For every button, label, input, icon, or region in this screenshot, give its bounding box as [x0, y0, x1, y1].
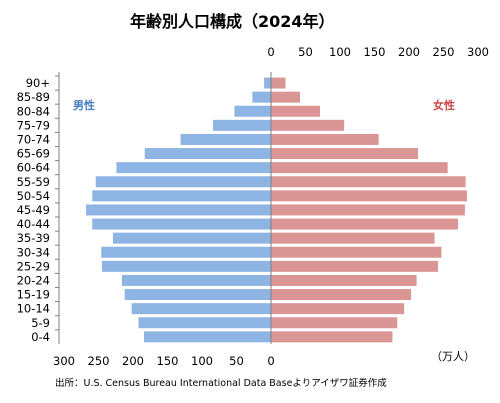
male-bar-65-69 [144, 148, 271, 160]
female-bar-10-14 [271, 303, 405, 315]
male-bar-5-9 [138, 317, 271, 329]
top-tick-150: 150 [364, 45, 386, 59]
bars [86, 77, 467, 343]
female-bar-85-89 [271, 91, 300, 103]
male-bar-70-74 [180, 133, 271, 145]
source-note: 出所：U.S. Census Bureau International Data… [55, 377, 387, 389]
top-tick-250: 250 [433, 45, 455, 59]
male-bar-15-19 [124, 289, 271, 301]
bottom-tick-0: 0 [267, 354, 274, 368]
female-bar-15-19 [271, 289, 412, 301]
top-tick-50: 50 [298, 45, 313, 59]
top-tick-0: 0 [267, 45, 274, 59]
female-bar-50-54 [271, 190, 467, 202]
male-bar-35-39 [112, 232, 272, 244]
male-bar-30-34 [101, 246, 271, 258]
age-label-45-49: 45-49 [17, 203, 50, 217]
female-bar-70-74 [271, 133, 379, 145]
age-label-35-39: 35-39 [17, 231, 50, 245]
male-bar-80-84 [234, 105, 271, 117]
female-bar-80-84 [271, 105, 320, 117]
male-bar-85-89 [252, 91, 271, 103]
male-bar-40-44 [92, 218, 271, 230]
male-bar-90+ [264, 77, 271, 89]
top-tick-200: 200 [398, 45, 420, 59]
bottom-tick-100: 100 [191, 354, 213, 368]
male-bar-75-79 [213, 119, 271, 131]
age-label-30-34: 30-34 [17, 245, 50, 259]
legend-female: 女性 [433, 98, 455, 112]
top-axis-ticks: 0 50 100 150 200 250 300 [267, 45, 489, 59]
female-bar-75-79 [271, 119, 345, 131]
male-bar-20-24 [121, 274, 272, 286]
bottom-tick-200: 200 [122, 354, 144, 368]
age-label-20-24: 20-24 [17, 273, 50, 287]
male-bar-25-29 [101, 260, 271, 272]
female-bar-45-49 [271, 204, 465, 216]
age-label-55-59: 55-59 [17, 175, 50, 189]
male-bar-10-14 [131, 303, 271, 315]
female-bar-90+ [271, 77, 286, 89]
age-labels: 90+85-8980-8475-7970-7465-6960-6455-5950… [17, 75, 59, 344]
age-label-70-74: 70-74 [17, 132, 50, 146]
female-bar-20-24 [271, 274, 417, 286]
chart-title: 年齢別人口構成（2024年） [130, 12, 335, 31]
top-tick-100: 100 [329, 45, 351, 59]
male-bar-60-64 [116, 162, 271, 174]
age-label-10-14: 10-14 [17, 302, 50, 316]
male-bar-0-4 [144, 331, 271, 343]
age-label-40-44: 40-44 [17, 217, 50, 231]
age-label-75-79: 75-79 [17, 118, 50, 132]
top-tick-300: 300 [467, 45, 489, 59]
bottom-axis-ticks: 300 250 200 150 100 50 0 [53, 354, 275, 368]
age-label-25-29: 25-29 [17, 259, 50, 273]
age-label-0-4: 0-4 [31, 330, 50, 344]
bottom-tick-300: 300 [53, 354, 75, 368]
female-bar-25-29 [271, 260, 438, 272]
bottom-tick-150: 150 [157, 354, 179, 368]
age-label-90+: 90+ [26, 76, 50, 90]
female-bar-5-9 [271, 317, 398, 329]
female-bar-65-69 [271, 148, 418, 160]
bottom-tick-250: 250 [88, 354, 110, 368]
age-label-15-19: 15-19 [17, 288, 50, 302]
unit-label: （万人） [431, 350, 475, 363]
age-label-85-89: 85-89 [17, 90, 50, 104]
female-bar-35-39 [271, 232, 435, 244]
female-bar-0-4 [271, 331, 393, 343]
bottom-tick-50: 50 [229, 354, 244, 368]
age-label-80-84: 80-84 [17, 104, 50, 118]
age-label-50-54: 50-54 [17, 189, 50, 203]
age-label-5-9: 5-9 [31, 316, 50, 330]
male-bar-50-54 [92, 190, 271, 202]
female-bar-30-34 [271, 246, 442, 258]
female-bar-40-44 [271, 218, 458, 230]
female-bar-60-64 [271, 162, 448, 174]
age-label-60-64: 60-64 [17, 161, 50, 175]
female-bar-55-59 [271, 176, 466, 188]
age-label-65-69: 65-69 [17, 147, 50, 161]
male-bar-55-59 [95, 176, 272, 188]
legend-male: 男性 [73, 98, 95, 112]
male-bar-45-49 [86, 204, 271, 216]
